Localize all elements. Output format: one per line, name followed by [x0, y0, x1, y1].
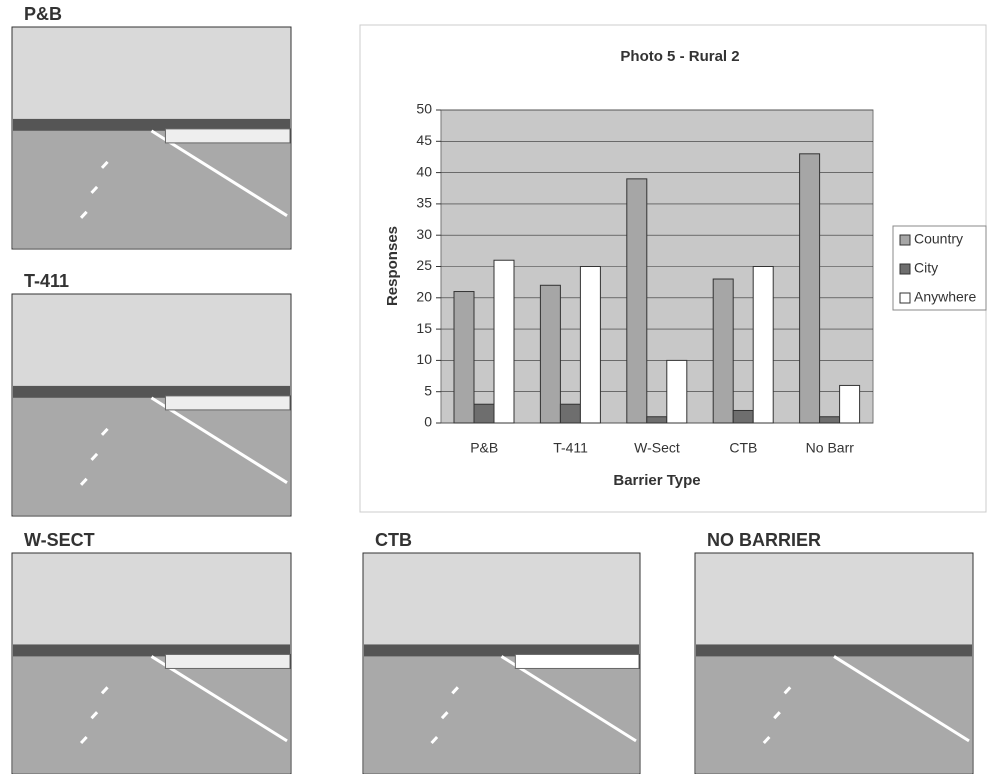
bar: [473, 403, 495, 424]
x-tick-label: T-411: [553, 440, 588, 456]
photo-trees: [696, 644, 972, 657]
photo-lane-dash: [90, 452, 99, 461]
y-tick-label: 10: [416, 351, 432, 367]
photo-edge-line: [150, 655, 288, 743]
y-tick-label: 30: [416, 226, 432, 242]
bar: [799, 153, 821, 424]
y-tick-label: 20: [416, 289, 432, 305]
photo-barrier: [164, 395, 291, 411]
photo-road: [13, 397, 290, 515]
photo-lane-dash: [79, 736, 88, 745]
photo-lane-dash: [440, 711, 449, 720]
x-tick-label: W-Sect: [634, 440, 680, 456]
y-tick-label: 40: [416, 163, 432, 179]
y-tick-label: 15: [416, 320, 432, 336]
photo-barrier: [164, 653, 291, 669]
x-tick-label: No Barr: [806, 440, 855, 456]
photo-edge-line: [833, 655, 970, 743]
chart-title: Photo 5 - Rural 2: [620, 48, 739, 65]
y-tick-label: 35: [416, 195, 432, 211]
photo-edge-line: [150, 396, 288, 484]
x-axis-title: Barrier Type: [613, 472, 700, 489]
x-tick-label: CTB: [729, 440, 757, 456]
bar: [579, 266, 601, 424]
photo-road: [696, 656, 972, 773]
photo-caption: CTB: [375, 530, 412, 550]
bar: [732, 409, 754, 424]
y-tick-label: 5: [424, 382, 432, 398]
y-tick-label: 50: [416, 101, 432, 117]
photo-trees: [13, 385, 290, 398]
bar: [626, 178, 648, 424]
bar: [453, 291, 475, 424]
legend-swatch: [899, 234, 911, 246]
photo-trees: [13, 644, 290, 657]
photo-lane-dash: [90, 185, 99, 194]
legend-label: Anywhere: [914, 289, 976, 305]
photo-lane-dash: [100, 427, 109, 436]
photo-lane-dash: [430, 736, 439, 745]
photo-road: [13, 130, 290, 248]
bar: [493, 259, 515, 424]
photo-lane-dash: [773, 711, 781, 720]
y-tick-label: 25: [416, 257, 432, 273]
photo-caption: T-411: [24, 271, 69, 291]
bar: [819, 416, 841, 424]
photo-lane-dash: [783, 686, 792, 695]
bar: [539, 284, 561, 424]
photo-caption: P&B: [24, 4, 62, 24]
photo-road: [364, 656, 639, 773]
bar: [559, 403, 581, 424]
photo-edge-line: [500, 655, 637, 743]
photo-barrier: [514, 653, 640, 669]
legend-label: Country: [914, 231, 963, 247]
photo-caption: NO BARRIER: [707, 530, 821, 550]
photo-lane-dash: [79, 477, 88, 486]
y-tick-label: 0: [424, 414, 432, 430]
photo-lane-dash: [90, 711, 99, 720]
legend-swatch: [899, 263, 911, 275]
y-axis-title: Responses: [384, 226, 401, 306]
legend-swatch: [899, 292, 911, 304]
y-tick-label: 45: [416, 132, 432, 148]
photo-lane-dash: [762, 736, 771, 745]
bar: [752, 266, 774, 424]
bar: [666, 359, 688, 424]
photo-barrier: [164, 128, 291, 144]
bar: [646, 416, 668, 424]
photo-trees: [13, 118, 290, 131]
bar: [839, 384, 861, 424]
photo-lane-dash: [79, 210, 88, 219]
x-tick-label: P&B: [470, 440, 498, 456]
bar: [712, 278, 734, 424]
legend-label: City: [914, 260, 938, 276]
photo-lane-dash: [100, 686, 109, 695]
photo-road: [13, 656, 290, 773]
photo-caption: W-SECT: [24, 530, 95, 550]
photo-edge-line: [150, 129, 288, 217]
photo-trees: [364, 644, 639, 657]
photo-lane-dash: [100, 160, 109, 169]
photo-lane-dash: [451, 686, 459, 695]
